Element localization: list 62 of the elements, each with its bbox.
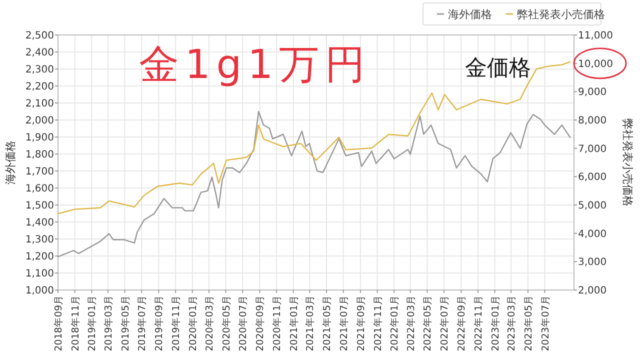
y2-axis-title: 弊社発表小売価格 [621, 118, 634, 206]
x-tick-label: 2021年03月 [304, 295, 316, 352]
y-tick-label: 2,200 [25, 82, 54, 92]
x-tick-label: 2022年05月 [422, 295, 434, 352]
x-tick-label: 2022年03月 [404, 295, 417, 352]
x-tick-label: 2020年03月 [203, 295, 216, 352]
y-tick-label: 1,900 [25, 132, 54, 144]
y-tick-label: 2,500 [25, 30, 54, 42]
x-tick-label: 2018年11月 [69, 295, 82, 352]
x-tick-label: 2020年07月 [237, 295, 250, 352]
x-tick-label: 2019年09月 [153, 295, 166, 352]
y2-tick-label: 9,000 [578, 87, 607, 98]
y2-tick-label: 8,000 [578, 116, 607, 126]
x-tick-label: 2021年09月 [354, 295, 367, 352]
y-tick-label: 1,700 [25, 166, 54, 178]
y-tick-label: 2,100 [25, 98, 54, 110]
x-tick-label: 2022年07月 [438, 295, 451, 352]
x-tick-label: 2021年07月 [338, 295, 350, 352]
y2-tick-label: 2,000 [578, 286, 607, 296]
x-tick-label: 2023年07月 [539, 295, 552, 352]
annotation: 金価格 [465, 56, 531, 81]
x-tick-label: 2021年11月 [372, 295, 384, 352]
x-tick-label: 2022年09月 [456, 295, 468, 352]
y2-tick-label: 5,000 [578, 200, 607, 212]
x-tick-label: 2019年05月 [119, 295, 132, 352]
x-tick-label: 2018年09月 [52, 295, 64, 352]
x-tick-label: 2022年01月 [388, 295, 401, 352]
y-tick-label: 1,300 [25, 234, 54, 246]
y2-tick-label: 11,000 [578, 30, 613, 42]
x-tick-label: 2021年01月 [288, 295, 300, 352]
y-tick-label: 1,800 [25, 150, 54, 160]
y-tick-label: 1,500 [25, 200, 54, 212]
y-tick-label: 2,300 [25, 64, 54, 76]
y2-tick-label: 4,000 [578, 228, 607, 240]
legend-label: 弊社発表小売価格 [517, 8, 605, 21]
x-tick-label: 2022年11月 [472, 295, 484, 352]
x-tick-label: 2020年11月 [271, 295, 284, 352]
x-tick-label: 2023年03月 [506, 295, 518, 352]
x-tick-label: 2023年01月 [489, 295, 502, 352]
x-tick-label: 2020年01月 [186, 295, 199, 352]
y2-tick-label: 6,000 [578, 172, 607, 184]
y-axis-title: 海外価格 [4, 140, 17, 184]
x-tick-label: 2019年07月 [136, 295, 148, 352]
chart-title: 金1g1万円 [138, 42, 372, 88]
y-tick-label: 2,000 [25, 116, 54, 126]
y2-tick-label: 7,000 [578, 144, 607, 155]
x-tick-label: 2019年03月 [102, 295, 114, 352]
y-tick-label: 1,400 [25, 218, 54, 228]
x-tick-label: 2019年01月 [86, 295, 98, 352]
y-tick-label: 1,600 [25, 184, 54, 194]
y2-tick-label: 3,000 [578, 257, 607, 268]
y-tick-label: 2,400 [25, 48, 54, 58]
y-tick-label: 1,200 [25, 252, 54, 262]
x-tick-label: 2019年11月 [170, 295, 182, 352]
x-tick-label: 2020年09月 [254, 295, 266, 352]
x-tick-label: 2020年05月 [220, 295, 232, 352]
y-tick-label: 1,100 [25, 268, 54, 280]
y2-tick-label: 10,000 [578, 58, 613, 70]
x-tick-label: 2021年05月 [320, 295, 333, 352]
legend-label: 海外価格 [448, 8, 492, 21]
y-tick-label: 1,000 [25, 286, 54, 296]
x-tick-label: 2023年05月 [522, 295, 534, 352]
